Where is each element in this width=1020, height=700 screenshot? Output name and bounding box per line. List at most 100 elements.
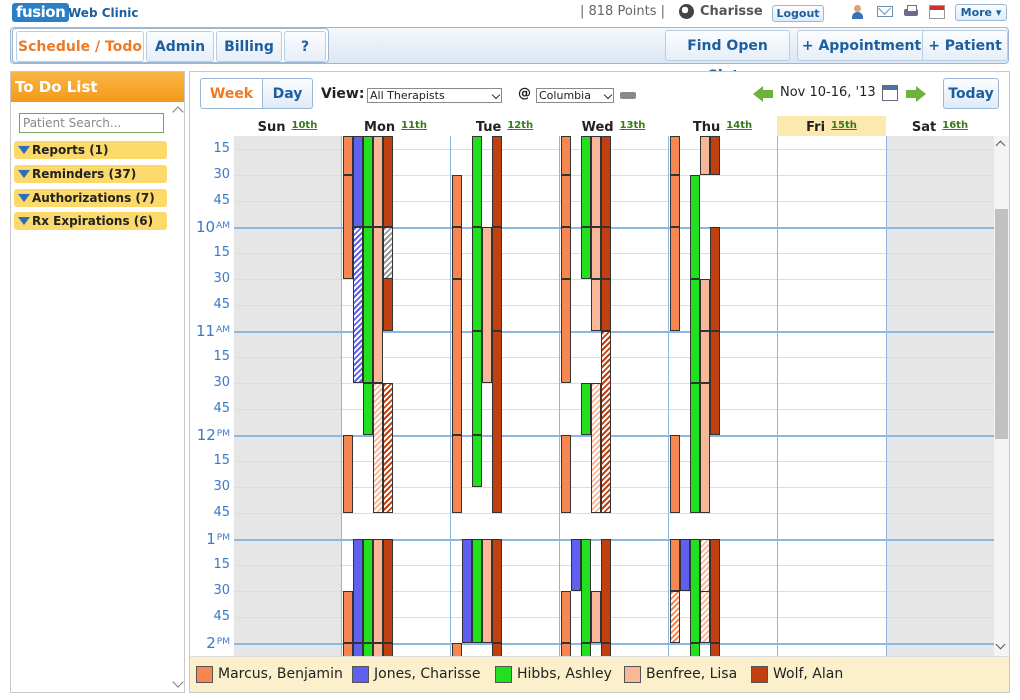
weekend-column[interactable] [234,136,341,656]
appointment-block[interactable] [462,539,472,643]
appointment-block[interactable] [472,539,482,643]
appointment-block[interactable] [591,591,601,643]
tab-schedule-todo[interactable]: Schedule / Todo [16,31,144,62]
appointment-block[interactable] [343,175,353,279]
day-header-wed[interactable]: Wed 13th [559,116,668,136]
todo-item-reports[interactable]: Reports (1) [14,141,167,159]
appointment-block[interactable] [700,331,710,383]
appointment-block[interactable] [363,643,373,656]
appointment-block[interactable] [472,435,482,487]
appointment-block[interactable] [383,227,393,279]
day-date-link[interactable]: 16th [942,120,969,131]
appointment-block[interactable] [353,643,363,656]
appointment-block[interactable] [591,136,601,227]
location-select[interactable]: Columbia [536,88,614,103]
scroll-up-icon[interactable] [995,140,1006,151]
appointment-block[interactable] [383,136,393,227]
appointment-block[interactable] [571,539,581,591]
appointment-block[interactable] [700,279,710,331]
appointment-block[interactable] [670,435,680,513]
day-date-link[interactable]: 11th [401,120,427,131]
appointment-block[interactable] [492,539,502,643]
appointment-block[interactable] [690,383,700,513]
legend-therapist-name[interactable]: Hibbs, Ashley [517,666,612,682]
mail-icon[interactable] [877,6,893,17]
scroll-thumb[interactable] [995,209,1008,439]
therapist-select[interactable]: All Therapists [367,88,502,103]
week-grid[interactable]: 15 30 45 10AM 15 30 45 11AM 15 30 45 12PM 15 30 45 1PM 1… [190,136,994,656]
scroll-down-icon[interactable] [172,676,184,688]
appointment-block[interactable] [492,643,502,656]
appointment-block[interactable] [591,279,601,331]
sidebar-scrollbar[interactable] [172,102,184,692]
appointment-block[interactable] [343,643,353,656]
next-week-arrow-icon[interactable] [906,86,926,102]
appointment-block[interactable] [482,539,492,643]
appointment-block[interactable] [561,643,571,656]
appointment-block[interactable] [383,383,393,513]
appointment-block[interactable] [373,643,383,656]
appointment-block[interactable] [581,227,591,279]
appointment-block[interactable] [710,136,720,175]
appointment-block[interactable] [373,383,383,513]
appointment-block[interactable] [601,643,611,656]
printer-icon[interactable] [903,5,919,19]
appointment-block[interactable] [700,591,710,643]
appointment-block[interactable] [452,643,462,656]
appointment-block[interactable] [591,383,601,513]
day-date-link[interactable]: 10th [291,120,318,131]
print-icon[interactable] [620,87,636,103]
appointment-block[interactable] [452,227,462,279]
calendar-scrollbar[interactable] [994,136,1009,656]
appointment-block[interactable] [670,539,680,591]
add-patient-button[interactable]: + Patient [922,30,1008,61]
appointment-block[interactable] [561,227,571,279]
appointment-block[interactable] [452,435,462,513]
day-date-link[interactable]: 12th [507,120,534,131]
tab-admin[interactable]: Admin [146,31,214,62]
appointment-block[interactable] [561,435,571,513]
appointment-block[interactable] [581,136,591,227]
appointment-block[interactable] [363,539,373,643]
appointment-block[interactable] [601,279,611,331]
appointment-block[interactable] [670,175,680,227]
find-open-slots-button[interactable]: Find Open Slots [665,30,790,84]
person-icon[interactable] [850,5,866,19]
appointment-block[interactable] [690,539,700,643]
appointment-block[interactable] [472,136,482,227]
appointment-block[interactable] [690,279,700,383]
todo-item-reminders[interactable]: Reminders (37) [14,165,167,183]
day-date-link[interactable]: 13th [619,120,646,131]
add-appointment-button[interactable]: + Appointment [797,30,926,61]
appointment-block[interactable] [383,643,393,656]
appointment-block[interactable] [710,643,720,656]
appointment-block[interactable] [561,279,571,383]
prev-week-arrow-icon[interactable] [753,86,773,102]
appointment-block[interactable] [581,383,591,435]
appointment-block[interactable] [452,279,462,435]
appointment-block[interactable] [343,136,353,175]
appointment-block[interactable] [601,539,611,643]
appointment-block[interactable] [710,539,720,643]
appointment-block[interactable] [601,227,611,279]
day-header-thu[interactable]: Thu 14th [668,116,777,136]
appointment-block[interactable] [482,227,492,383]
scroll-up-icon[interactable] [172,106,184,118]
scroll-down-icon[interactable] [995,639,1006,650]
day-header-sat[interactable]: Sat 16th [886,116,994,136]
week-view-button[interactable]: Week [200,78,263,109]
logout-button[interactable]: Logout [772,5,824,22]
appointment-block[interactable] [670,591,680,643]
appointment-block[interactable] [472,331,482,435]
appointment-block[interactable] [373,227,383,383]
day-header-mon[interactable]: Mon 11th [341,116,450,136]
appointment-block[interactable] [343,591,353,643]
appointment-block[interactable] [670,136,680,175]
appointment-block[interactable] [710,331,720,435]
day-date-link[interactable]: 14th [726,120,753,131]
appointment-block[interactable] [353,539,363,643]
day-header-tue[interactable]: Tue 12th [450,116,559,136]
appointment-block[interactable] [680,539,690,591]
legend-therapist-name[interactable]: Jones, Charisse [374,666,481,682]
day-header-sun[interactable]: Sun 10th [234,116,341,136]
